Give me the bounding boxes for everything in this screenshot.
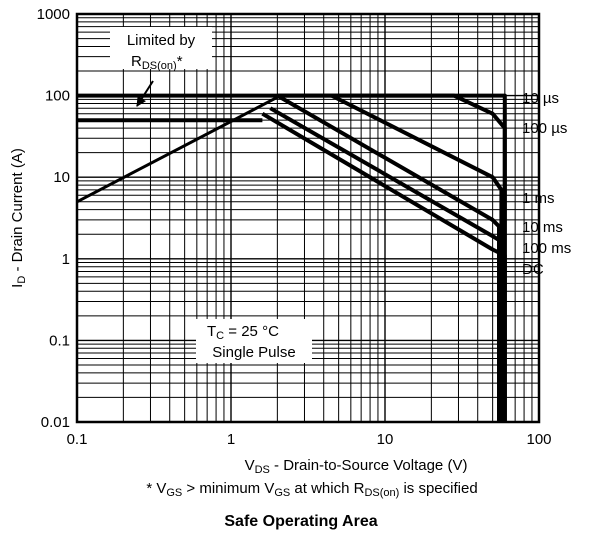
plot-frame: [75, 12, 541, 424]
x-tick-label: 0.1: [67, 431, 88, 448]
y-tick-label: 1000: [37, 6, 70, 23]
limit-label-line2: RDS(on)*: [131, 53, 183, 72]
condition-pulse: Single Pulse: [212, 344, 295, 361]
series-label-dc: DC: [522, 261, 544, 278]
footnote: * VGS > minimum VGS at which RDS(on) is …: [146, 480, 477, 499]
condition-temperature: TC = 25 °C: [207, 323, 279, 342]
x-tick-label: 1: [227, 431, 235, 448]
rds-limit-annotation: Limited by RDS(on)*: [110, 27, 212, 107]
y-tick-label: 10: [53, 169, 70, 186]
series-label-10-ms: 10 ms: [522, 219, 563, 236]
series-label-1-ms: 1 ms: [522, 190, 555, 207]
series-label-100-s: 100 µs: [522, 120, 567, 137]
series-labels: 10 µs 100 µs 1 ms 10 ms 100 ms DC: [522, 90, 571, 278]
curves: [76, 93, 507, 422]
y-axis-label: ID - Drain Current (A): [9, 148, 28, 288]
limit-arrow: [136, 80, 154, 107]
rds-limit-line: [76, 94, 282, 204]
chart-title: Safe Operating Area: [224, 513, 377, 530]
grid: [76, 14, 539, 423]
limit-label-line1: Limited by: [127, 32, 196, 49]
series-label-10-s: 10 µs: [522, 90, 559, 107]
y-tick-labels: 0.01 0.1 1 10 100 1000: [37, 6, 70, 431]
x-axis-label: VDS - Drain-to-Source Voltage (V): [245, 457, 468, 476]
series-label-100-ms: 100 ms: [522, 240, 571, 257]
x-tick-label: 10: [377, 431, 394, 448]
series-line-100-ms: [269, 106, 505, 422]
series-line-10-ms: [276, 93, 501, 422]
y-tick-label: 100: [45, 88, 70, 105]
series-line-dc: [261, 111, 507, 422]
x-tick-labels: 0.1 1 10 100: [67, 431, 552, 448]
y-tick-label: 0.01: [41, 414, 70, 431]
y-tick-label: 1: [62, 251, 70, 268]
x-tick-label: 100: [526, 431, 551, 448]
conditions-annotation: TC = 25 °C Single Pulse: [196, 319, 312, 363]
y-tick-label: 0.1: [49, 332, 70, 349]
